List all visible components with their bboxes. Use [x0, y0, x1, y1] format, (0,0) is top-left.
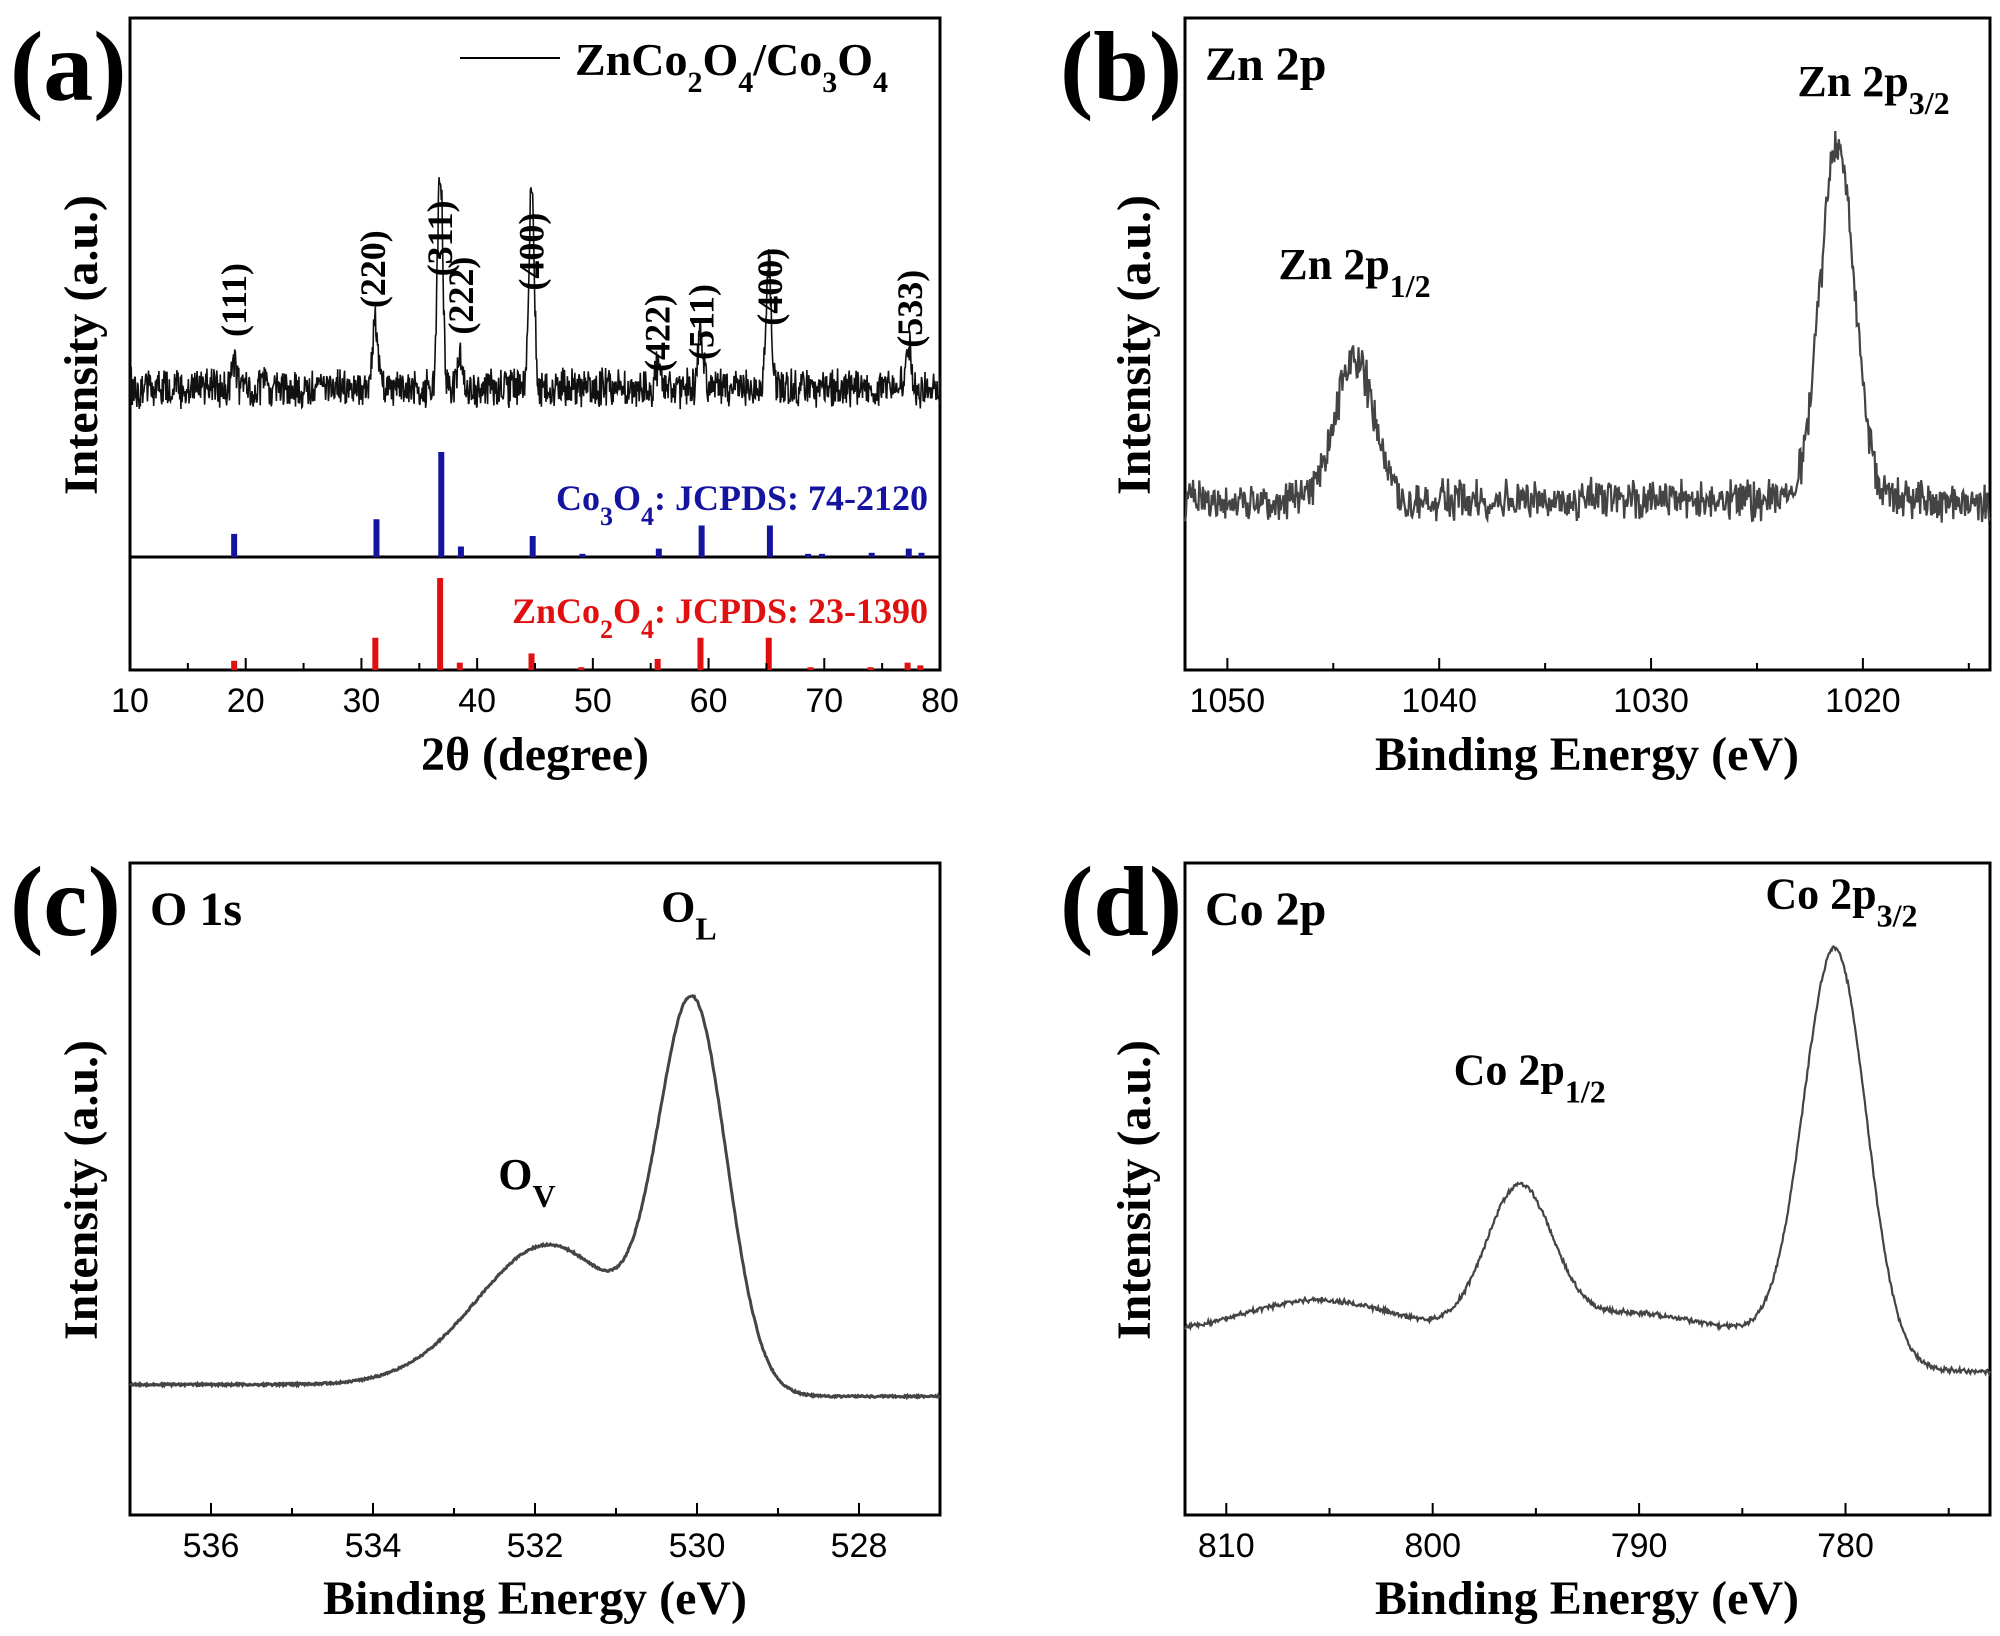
y-axis-title: Intensity (a.u.): [55, 195, 108, 495]
x-axis-title: 2θ (degree): [421, 728, 649, 781]
panel-b-zn2p: (b) Zn 2p Zn 2p1/2Zn 2p3/2 1050 1040 1030 1…: [1060, 11, 1992, 781]
panel-d-co2p: (d) Co 2p Co 2p1/2Co 2p3/2 810 800 790 780 …: [1060, 846, 1992, 1625]
panel-d-frame: [1183, 861, 1992, 1517]
tick-label: 50: [574, 682, 612, 720]
peak-label: OL: [661, 883, 717, 947]
tick-label: 790: [1611, 1527, 1668, 1565]
tick-label: 20: [227, 682, 265, 720]
panel-c-letter: (c): [10, 846, 121, 957]
tick-label: 528: [831, 1527, 888, 1565]
x-axis-title: Binding Energy (eV): [1375, 728, 1799, 781]
peak-annotations: Zn 2p1/2 Zn 2p3/2: [1278, 57, 1949, 304]
x-axis-ticks: 810 800 790 780: [1198, 1503, 1950, 1565]
hkl-label: (511): [682, 284, 722, 360]
tick-label: 536: [183, 1527, 240, 1565]
xrd-trace: [129, 177, 941, 410]
spectrum: [129, 994, 941, 1401]
tick-label: 1030: [1613, 682, 1689, 720]
panel-c-o1s: (c) O 1s OV OL 536 534 532 530 528 Binding En…: [10, 846, 942, 1625]
hkl-labels: (111) (220) (311)(222) (400) (422) (511) (400)…: [214, 200, 930, 372]
tick-label: 530: [669, 1527, 726, 1565]
tick-label: 30: [343, 682, 381, 720]
panel-c-title: O 1s: [150, 883, 242, 936]
tick-label: 534: [345, 1527, 402, 1565]
spectrum-line: [1183, 945, 1992, 1378]
panel-a-letter: (a): [10, 11, 127, 122]
panel-a-frame: [128, 16, 942, 672]
hkl-label: (222): [441, 257, 481, 335]
legend-label: ZnCo2O4/Co3O4: [575, 34, 888, 99]
tick-label: 10: [111, 682, 149, 720]
reference-patterns: Co3O4: JCPDS: 74-2120 ZnCo2O4: JCPDS: 23-…: [231, 452, 928, 670]
tick-label: 1050: [1190, 682, 1266, 720]
tick-label: 532: [507, 1527, 564, 1565]
hkl-label: (311): [420, 200, 460, 276]
x-axis-title: Binding Energy (eV): [1375, 1572, 1799, 1625]
tick-label: 780: [1817, 1527, 1874, 1565]
panel-b-letter: (b): [1060, 11, 1182, 122]
tick-label: 1020: [1825, 682, 1901, 720]
hkl-label: (533): [890, 270, 930, 348]
hkl-label: (220): [353, 230, 393, 308]
peak-annotations: Co 2p1/2 Co 2p3/2: [1454, 870, 1918, 1110]
peak-label: OV: [498, 1150, 555, 1214]
hkl-label: (400): [750, 248, 790, 326]
xrd-pattern: [129, 177, 941, 410]
panel-a-xrd: (a) Co3O4: JCPDS: 74-2120 ZnCo2O4: JCPDS:…: [10, 11, 959, 781]
hkl-label: (400): [512, 213, 552, 291]
x-axis-ticks: 536 534 532 530 528: [129, 1503, 941, 1565]
y-axis-title: Intensity (a.u.): [55, 1040, 108, 1340]
x-axis-title: Binding Energy (eV): [323, 1572, 747, 1625]
peak-label: Co 2p1/2: [1454, 1046, 1606, 1110]
tick-label: 800: [1404, 1527, 1461, 1565]
panel-b-frame: [1183, 16, 1992, 672]
peak-label: Co 2p3/2: [1765, 870, 1917, 934]
peak-annotations: OV OL: [498, 883, 716, 1214]
x-axis-ticks: 10 20 30 40 50 60 70 80: [111, 658, 959, 720]
panel-d-title: Co 2p: [1205, 883, 1326, 936]
spectrum-line: [1183, 130, 1991, 524]
peak-label: Zn 2p3/2: [1797, 57, 1949, 121]
y-axis-title: Intensity (a.u.): [1108, 195, 1161, 495]
tick-label: 40: [458, 682, 496, 720]
tick-label: 810: [1198, 1527, 1255, 1565]
spectrum: [1183, 945, 1992, 1378]
hkl-label: (422): [638, 294, 678, 372]
tick-label: 60: [690, 682, 728, 720]
tick-label: 1040: [1401, 682, 1477, 720]
x-axis-ticks: 1050 1040 1030 1020: [1190, 658, 1970, 720]
reference-label: Co3O4: JCPDS: 74-2120: [556, 478, 928, 531]
y-axis-title: Intensity (a.u.): [1108, 1040, 1161, 1340]
spectrum-line: [129, 994, 941, 1401]
peak-label: Zn 2p1/2: [1278, 240, 1430, 304]
tick-label: 80: [921, 682, 959, 720]
tick-label: 70: [805, 682, 843, 720]
panel-b-title: Zn 2p: [1205, 38, 1326, 91]
panel-d-letter: (d): [1060, 846, 1182, 957]
hkl-label: (111): [214, 263, 254, 337]
spectrum: [1183, 130, 1991, 524]
reference-label: ZnCo2O4: JCPDS: 23-1390: [512, 591, 928, 644]
